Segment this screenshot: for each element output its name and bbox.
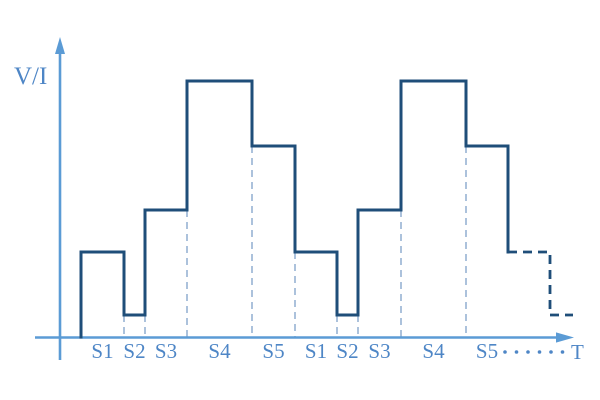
ellipsis-dot — [503, 350, 507, 354]
segment-label-s2-cycle1: S2 — [123, 339, 145, 363]
ellipsis-dot — [514, 350, 519, 354]
waveform-continuation-dashed — [508, 250, 573, 317]
y-axis-label: V/I — [14, 63, 47, 90]
ellipsis-dot — [526, 350, 530, 354]
segment-label-s4-cycle2: S4 — [422, 339, 445, 363]
ellipsis-dot — [560, 350, 565, 354]
ellipsis-dot — [537, 350, 542, 354]
segment-label-s5-cycle2: S5 — [476, 339, 498, 363]
continuation-ellipsis — [503, 350, 565, 354]
x-axis-arrow-icon — [556, 332, 574, 343]
segment-label-s1-cycle2: S1 — [305, 339, 327, 363]
segment-label-s1-cycle1: S1 — [91, 339, 113, 363]
segment-label-s2-cycle2: S2 — [336, 339, 358, 363]
segment-label-s4-cycle1: S4 — [208, 339, 231, 363]
segment-label-s3-cycle2: S3 — [368, 339, 390, 363]
segment-labels: S1 S2 S3 S4 S5 S1 S2 S3 S4 S5 — [91, 339, 498, 363]
y-axis-arrow-icon — [55, 37, 65, 54]
segment-boundaries — [123, 146, 467, 337]
segment-label-s5-cycle1: S5 — [262, 339, 284, 363]
waveform — [79, 79, 510, 339]
segment-label-s3-cycle1: S3 — [155, 339, 177, 363]
ellipsis-dot — [549, 350, 553, 354]
x-axis-label: T — [571, 340, 584, 364]
